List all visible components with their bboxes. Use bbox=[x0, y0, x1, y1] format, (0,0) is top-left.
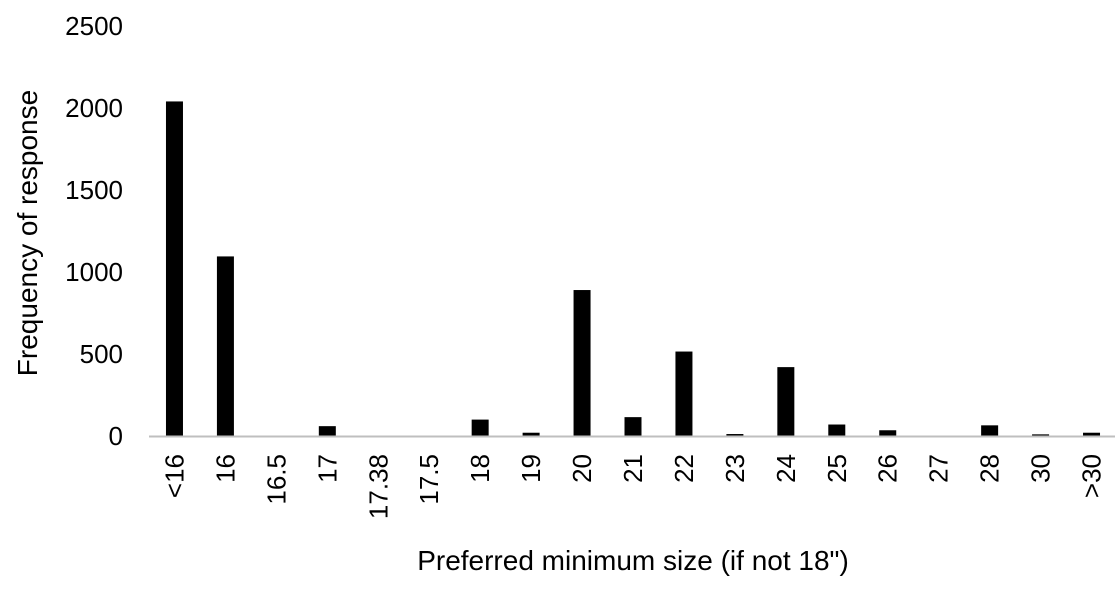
y-axis-title: Frequency of response bbox=[12, 90, 43, 376]
bar-13 bbox=[828, 424, 846, 436]
x-tick-label: 17 bbox=[312, 454, 342, 483]
x-tick-label: 16 bbox=[210, 454, 240, 483]
bars bbox=[165, 101, 1101, 436]
bar-10 bbox=[675, 351, 693, 436]
x-tick-label: 16.5 bbox=[261, 454, 291, 505]
x-tick-label: 17.38 bbox=[363, 454, 393, 519]
x-tick-label: >30 bbox=[1077, 454, 1107, 498]
bar-14 bbox=[879, 430, 897, 436]
x-tick-label: 20 bbox=[567, 454, 597, 483]
bar-11 bbox=[726, 434, 744, 436]
bar-17 bbox=[1032, 434, 1050, 436]
x-tick-label: 18 bbox=[465, 454, 495, 483]
bar-7 bbox=[522, 432, 540, 436]
bar-16 bbox=[981, 425, 999, 436]
bar-18 bbox=[1083, 432, 1101, 436]
y-tick-label: 2500 bbox=[65, 11, 123, 41]
x-axis-title: Preferred minimum size (if not 18") bbox=[417, 545, 849, 576]
y-axis-ticks: 0 500 1000 1500 2000 2500 bbox=[65, 11, 123, 451]
x-tick-label: 22 bbox=[669, 454, 699, 483]
bar-6 bbox=[471, 419, 489, 436]
x-tick-label: 24 bbox=[771, 454, 801, 483]
x-tick-label: 26 bbox=[873, 454, 903, 483]
x-tick-label: <16 bbox=[159, 454, 189, 498]
x-axis-ticks: <16 16 16.5 17 17.38 17.5 18 19 20 21 22 23 24 25 26 27… bbox=[159, 454, 1106, 519]
x-tick-label: 25 bbox=[822, 454, 852, 483]
x-tick-label: 30 bbox=[1026, 454, 1056, 483]
x-tick-label: 23 bbox=[720, 454, 750, 483]
y-tick-label: 2000 bbox=[65, 93, 123, 123]
x-tick-label: 28 bbox=[975, 454, 1005, 483]
x-tick-label: 21 bbox=[618, 454, 648, 483]
y-tick-label: 1000 bbox=[65, 257, 123, 287]
bar-1 bbox=[216, 256, 234, 436]
bar-3 bbox=[318, 426, 336, 436]
bar-0 bbox=[165, 101, 183, 436]
x-tick-label: 19 bbox=[516, 454, 546, 483]
bar-8 bbox=[573, 290, 591, 436]
x-tick-label: 27 bbox=[924, 454, 954, 483]
bar-12 bbox=[777, 367, 795, 436]
y-tick-label: 0 bbox=[109, 421, 123, 451]
y-tick-label: 1500 bbox=[65, 175, 123, 205]
x-tick-label: 17.5 bbox=[414, 454, 444, 505]
bar-9 bbox=[624, 417, 642, 436]
y-tick-label: 500 bbox=[80, 339, 123, 369]
